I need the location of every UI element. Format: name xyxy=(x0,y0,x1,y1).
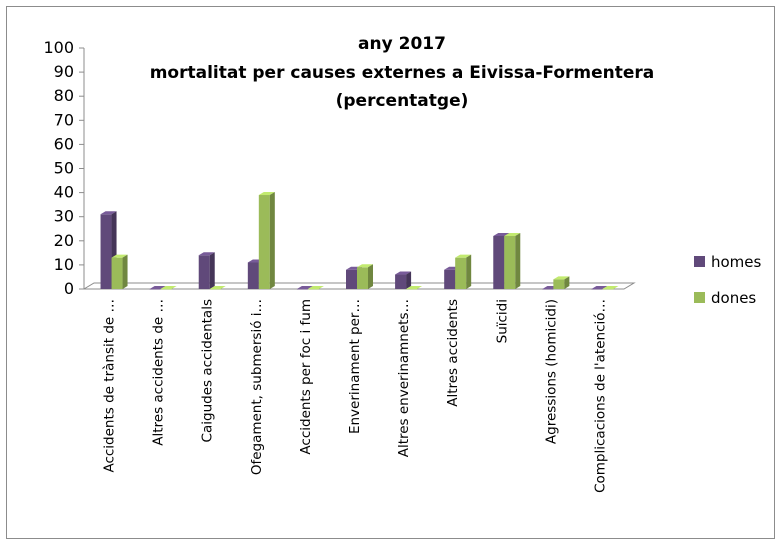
bar-homes xyxy=(296,286,313,290)
chart-title: any 2017 mortalitat per causes externes … xyxy=(150,34,655,111)
category-label: Altres accidents xyxy=(445,299,461,407)
y-tick-label: 50 xyxy=(54,159,74,178)
bar-homes xyxy=(591,286,608,290)
category-label: Suïcidi xyxy=(494,299,510,343)
y-tick-label: 100 xyxy=(43,38,74,57)
y-tick-label: 20 xyxy=(54,231,74,250)
chart-title-line-3: (percentatge) xyxy=(336,91,469,111)
bar-dones xyxy=(258,192,275,289)
legend-label-dones: dones xyxy=(711,289,756,307)
y-tick-label: 80 xyxy=(54,86,74,105)
bar-dones xyxy=(357,264,373,289)
category-label: Ofegament, submersió i… xyxy=(249,299,265,475)
bar-dones xyxy=(553,276,570,289)
bar-homes xyxy=(149,286,166,290)
y-tick-label: 60 xyxy=(54,134,74,153)
legend-label-homes: homes xyxy=(711,253,762,271)
category-label: Accidents per foc i fum xyxy=(298,299,314,455)
y-tick-label: 90 xyxy=(54,62,74,81)
category-label: Altres accidents de … xyxy=(151,299,167,446)
bar-homes xyxy=(198,252,215,289)
category-labels: Accidents de trànsit de … Altres accident… xyxy=(102,299,609,493)
bar-dones xyxy=(307,286,324,290)
y-tick-label: 10 xyxy=(54,255,74,274)
y-tick-label: 0 xyxy=(64,279,74,298)
chart-title-line-1: any 2017 xyxy=(358,34,446,54)
y-tick-label: 70 xyxy=(54,110,74,129)
bar-dones xyxy=(455,254,472,289)
bar-homes xyxy=(395,271,412,289)
bar-dones xyxy=(602,286,619,290)
y-tick-label: 40 xyxy=(54,183,74,202)
category-label: Agressions (homicidi) xyxy=(543,299,559,444)
chart-title-line-2: mortalitat per causes externes a Eivissa… xyxy=(150,63,655,83)
chart-bars xyxy=(100,192,619,290)
bar-dones xyxy=(504,232,521,289)
chart-frame xyxy=(6,6,775,539)
category-label: Accidents de trànsit de … xyxy=(102,299,118,473)
bar-dones xyxy=(160,286,177,290)
bar-dones xyxy=(111,254,128,289)
legend: homes dones xyxy=(694,253,762,307)
bar-dones xyxy=(406,286,423,290)
category-label: Caigudes accidentals xyxy=(200,299,216,442)
legend-swatch-homes xyxy=(694,256,705,267)
category-label: Complicacions de l'atenció… xyxy=(592,299,608,493)
category-label: Enverinament per… xyxy=(347,299,363,434)
y-tick-label: 30 xyxy=(54,207,74,226)
category-label: Altres enverinamnets… xyxy=(396,299,412,457)
legend-swatch-dones xyxy=(694,292,705,303)
bar-dones xyxy=(209,286,226,290)
